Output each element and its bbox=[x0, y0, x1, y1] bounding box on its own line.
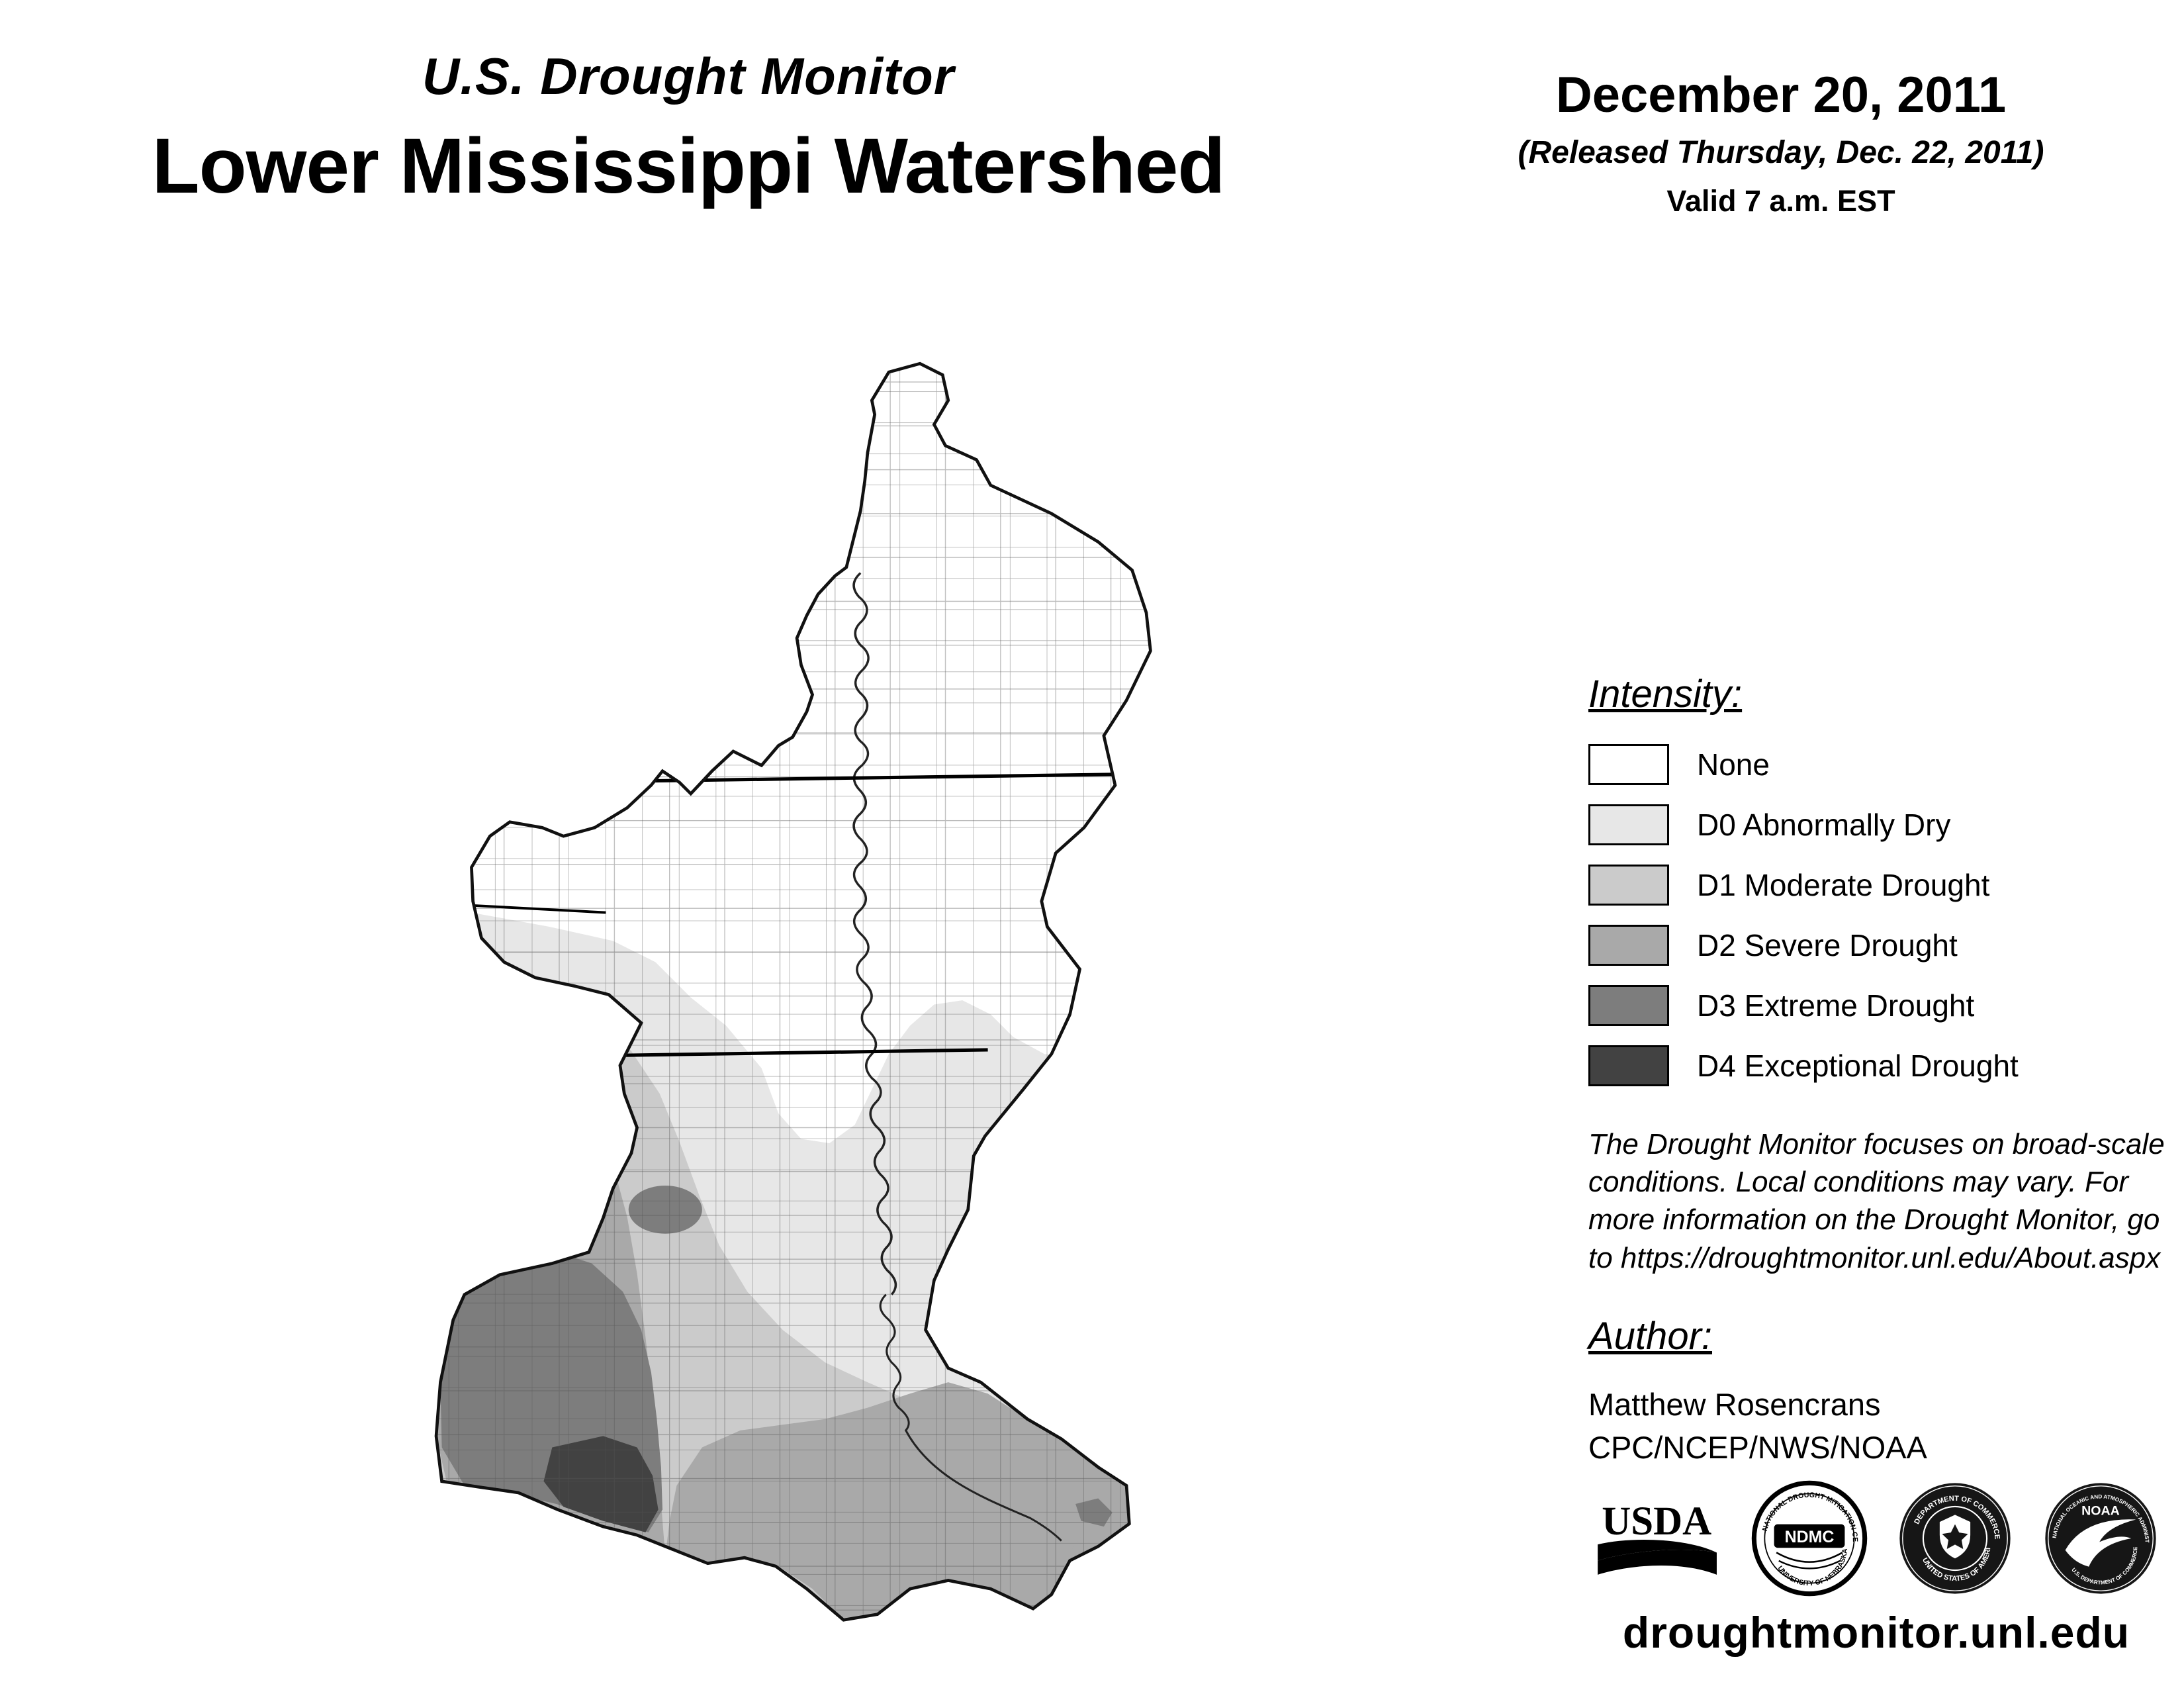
mississippi-river bbox=[852, 572, 897, 1295]
ndmc-logo-icon: NATIONAL DROUGHT MITIGATION CENTER UNIVE… bbox=[1751, 1479, 1868, 1597]
usda-logo-text: USDA bbox=[1602, 1499, 1711, 1544]
state-border-arkansas-louisiana bbox=[613, 1048, 988, 1058]
legend-swatch-d3 bbox=[1588, 985, 1669, 1026]
program-title: U.S. Drought Monitor bbox=[422, 47, 955, 105]
lower-river bbox=[879, 1293, 1062, 1542]
legend-swatch-d4 bbox=[1588, 1045, 1669, 1086]
legend-swatch-d1 bbox=[1588, 865, 1669, 906]
state-border-north bbox=[641, 772, 1151, 783]
author-name: Matthew Rosencrans bbox=[1588, 1387, 1881, 1422]
ndmc-logo: NATIONAL DROUGHT MITIGATION CENTER UNIVE… bbox=[1751, 1479, 1868, 1597]
legend-item-d2: D2 Severe Drought bbox=[1588, 925, 2019, 966]
legend-item-d0: D0 Abnormally Dry bbox=[1588, 804, 2019, 845]
noaa-logo-icon: NATIONAL OCEANIC AND ATMOSPHERIC ADMINIS… bbox=[2042, 1479, 2156, 1594]
legend-label-d3: D3 Extreme Drought bbox=[1697, 988, 1975, 1023]
legend-label-none: None bbox=[1697, 747, 1770, 782]
county-grid-b bbox=[436, 363, 1151, 1620]
legend-label-d0: D0 Abnormally Dry bbox=[1697, 808, 1951, 842]
noaa-seagull-emblem bbox=[2065, 1519, 2136, 1567]
legend: Intensity: None D0 Abnormally Dry D1 Mod… bbox=[1588, 672, 2019, 1105]
website-url: droughtmonitor.unl.edu bbox=[1622, 1608, 2130, 1657]
legend-label-d4: D4 Exceptional Drought bbox=[1697, 1049, 2019, 1083]
usda-logo-icon: USDA bbox=[1598, 1499, 1717, 1575]
map-date: December 20, 2011 bbox=[1555, 67, 2007, 123]
date-block: December 20, 2011 (Released Thursday, De… bbox=[1447, 66, 2115, 218]
map-layers bbox=[436, 363, 1151, 1620]
commerce-logo-icon: DEPARTMENT OF COMMERCE UNITED STATES OF … bbox=[1896, 1479, 2011, 1594]
valid-time: Valid 7 a.m. EST bbox=[1666, 184, 1895, 218]
release-date: (Released Thursday, Dec. 22, 2011) bbox=[1518, 135, 2044, 170]
state-border-west-arm bbox=[473, 904, 606, 914]
legend-item-d4: D4 Exceptional Drought bbox=[1588, 1045, 2019, 1086]
legend-item-d1: D1 Moderate Drought bbox=[1588, 865, 2019, 906]
map-area bbox=[420, 361, 1244, 1648]
author-organization: CPC/NCEP/NWS/NOAA bbox=[1588, 1430, 1927, 1465]
disclaimer-text: The Drought Monitor focuses on broad-sca… bbox=[1588, 1128, 2165, 1274]
region-title: Lower Mississippi Watershed bbox=[152, 122, 1225, 210]
legend-label-d2: D2 Severe Drought bbox=[1697, 928, 1958, 962]
legend-item-none: None bbox=[1588, 744, 2019, 785]
legend-label-d1: D1 Moderate Drought bbox=[1697, 868, 1990, 902]
noaa-logo: NATIONAL OCEANIC AND ATMOSPHERIC ADMINIS… bbox=[2042, 1479, 2160, 1597]
title-block: U.S. Drought Monitor Lower Mississippi W… bbox=[63, 46, 1314, 211]
legend-item-d3: D3 Extreme Drought bbox=[1588, 985, 2019, 1026]
legend-swatch-d2 bbox=[1588, 925, 1669, 966]
legend-swatch-d0 bbox=[1588, 804, 1669, 845]
watershed-map bbox=[434, 361, 1152, 1622]
noaa-logo-text: NOAA bbox=[2081, 1503, 2120, 1518]
author-block: Author: Matthew Rosencrans CPC/NCEP/NWS/… bbox=[1588, 1314, 1927, 1466]
watershed-outline bbox=[434, 361, 1152, 1622]
commerce-logo: DEPARTMENT OF COMMERCE UNITED STATES OF … bbox=[1896, 1479, 2014, 1597]
legend-title: Intensity: bbox=[1588, 673, 1743, 716]
ndmc-logo-text: NDMC bbox=[1785, 1528, 1835, 1546]
legend-swatch-none bbox=[1588, 744, 1669, 785]
usda-logo: USDA bbox=[1592, 1496, 1723, 1581]
agency-logos: USDA NATIONAL DROUGHT MITIGATION CENTER … bbox=[1592, 1479, 2160, 1597]
author-heading: Author: bbox=[1588, 1315, 1712, 1358]
